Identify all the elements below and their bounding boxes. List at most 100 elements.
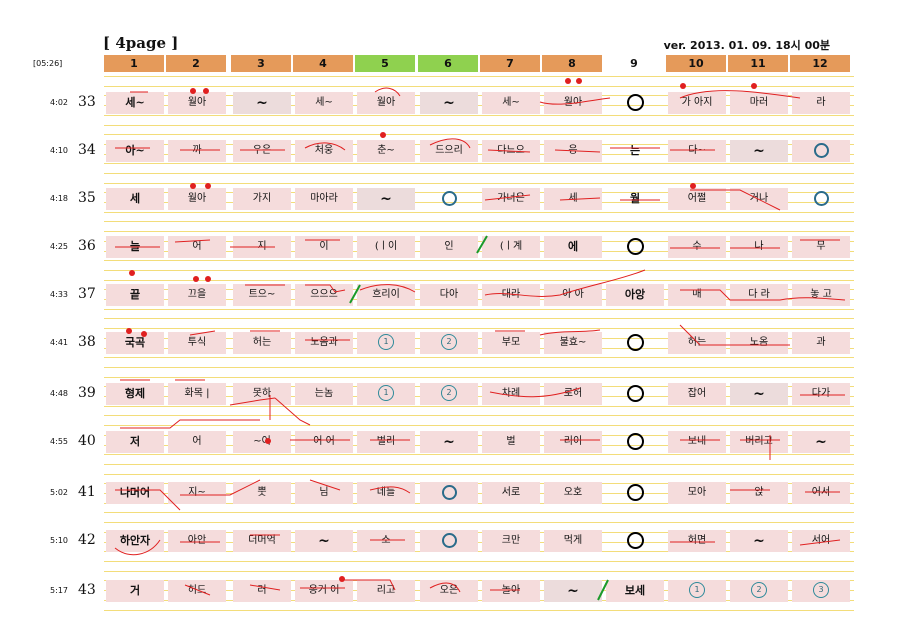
cell-r40-c10: 보내 [668, 431, 726, 453]
staff-line [104, 144, 854, 145]
cell-r33-c2: 월아 [168, 92, 226, 114]
cell-r38-c1: 국곡 [106, 332, 164, 354]
small-circle-icon [441, 532, 457, 548]
cell-r36-c8: 에 [544, 236, 602, 258]
cell-text: 벌리 [376, 436, 396, 447]
cell-text: 세~ [125, 96, 145, 109]
cell-r39-c7: 차례 [482, 383, 540, 405]
cell-r41-c6 [420, 482, 478, 504]
cell-text: 인 [444, 241, 454, 252]
cell-text: 지 [257, 241, 267, 252]
row-number: 39 [78, 385, 96, 401]
cell-r35-c10: 어쩔 [668, 188, 726, 210]
column-header-6: 6 [418, 55, 478, 72]
rest-circle-icon [626, 237, 644, 255]
cell-text: 놓 고 [810, 289, 832, 300]
cell-r34-c11: ~ [730, 140, 788, 162]
column-header-9: 9 [604, 55, 664, 72]
cell-r41-c3: 뿟 [233, 482, 291, 504]
row-time: 4:48 [50, 389, 68, 398]
cell-text: 는 [629, 144, 641, 157]
cell-r42-c6 [420, 530, 478, 552]
small-circle-icon [441, 190, 457, 206]
cell-r36-c6: 인 [420, 236, 478, 258]
cell-text: 다가 [811, 388, 831, 399]
staff-line [104, 231, 854, 232]
staff-line [104, 309, 854, 310]
staff-line [104, 610, 854, 611]
cell-r38-c9 [606, 332, 664, 354]
cell-r41-c9 [606, 482, 664, 504]
cell-text: 다느으 [497, 145, 525, 156]
rest-circle-icon [626, 531, 644, 549]
cell-text: 더머억 [248, 535, 276, 546]
staff-line [104, 125, 854, 126]
cell-r36-c7: (ㅣ계 [482, 236, 540, 258]
cell-r43-c5: 리고 [357, 580, 415, 602]
cell-text: 응 [568, 145, 578, 156]
cell-text: 리이 [563, 436, 583, 447]
cell-text: 다 라 [748, 289, 770, 300]
staff-line [104, 95, 854, 96]
rest-circle-icon [626, 432, 644, 450]
cell-text: ~ [443, 434, 455, 450]
cell-text: 가 아지 [681, 97, 713, 108]
cell-text: 가지 [252, 193, 272, 204]
cell-r34-c2: 까 [168, 140, 226, 162]
cell-r40-c7: 벌 [482, 431, 540, 453]
cell-r37-c4: 으으으 [295, 284, 353, 306]
cell-text: ~ [256, 95, 268, 111]
cell-r41-c12: 어서 [792, 482, 850, 504]
cell-text: 님 [319, 487, 329, 498]
staff-line [104, 464, 854, 465]
staff-line [104, 221, 854, 222]
staff-line [104, 134, 854, 135]
cell-r40-c3: ~어 [233, 431, 291, 453]
cell-text: ~어 [253, 436, 271, 447]
cell-text: ~ [753, 386, 765, 402]
cell-r36-c3: 지 [233, 236, 291, 258]
staff-line [104, 600, 854, 601]
cell-r35-c3: 가지 [233, 188, 291, 210]
cell-text: 월아 [563, 97, 583, 108]
staff-line [104, 105, 854, 106]
cell-text: 차례 [501, 388, 521, 399]
rest-circle-icon [626, 333, 644, 351]
cell-text: 크만 [501, 535, 521, 546]
column-header-8: 8 [542, 55, 602, 72]
cell-r41-c1: 나머어 [106, 482, 164, 504]
cell-r39-c6: 2 [420, 383, 478, 405]
cell-text: 허면 [687, 535, 707, 546]
cell-r33-c5: 월아 [357, 92, 415, 114]
cell-text: 어 [192, 241, 202, 252]
cell-text: 국곡 [124, 336, 146, 349]
row-number: 42 [78, 532, 96, 548]
cell-r40-c11: 버리고 [730, 431, 788, 453]
row-time: 5:02 [50, 488, 68, 497]
cell-text: 불효~ [559, 337, 587, 348]
staff-line [104, 512, 854, 513]
row-number: 33 [78, 94, 96, 110]
small-circle-icon [813, 190, 829, 206]
cell-text: 다~ [688, 145, 706, 156]
small-circle-icon [813, 142, 829, 158]
cell-r38-c7: 부모 [482, 332, 540, 354]
cell-text: 허는 [252, 337, 272, 348]
numbered-circle: 1 [689, 582, 705, 598]
cell-text: 까 [192, 145, 202, 156]
cell-text: 모아 [687, 487, 707, 498]
cell-r38-c3: 허는 [233, 332, 291, 354]
cell-text: 아안 [187, 535, 207, 546]
cell-r42-c12: 서어 [792, 530, 850, 552]
cell-r43-c10: 1 [668, 580, 726, 602]
row-number: 40 [78, 433, 96, 449]
cell-text: 러 [257, 585, 267, 596]
cell-r36-c11: 나 [730, 236, 788, 258]
cell-text: 끝 [129, 288, 141, 301]
cell-text: 다아 [439, 289, 459, 300]
cell-text: 에 [567, 240, 579, 253]
cell-text: ~ [443, 95, 455, 111]
staff-line [104, 299, 854, 300]
cell-r41-c2: 지~ [168, 482, 226, 504]
row-time: 4:25 [50, 242, 68, 251]
